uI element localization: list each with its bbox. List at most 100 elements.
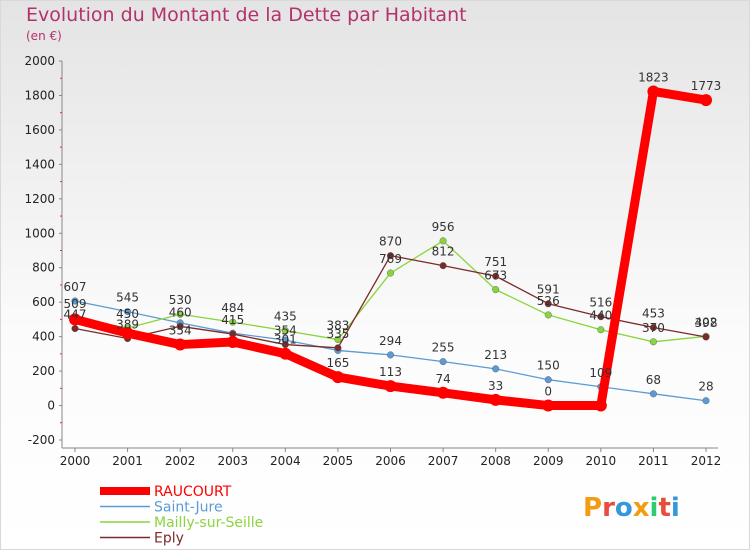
- data-point: [226, 335, 239, 348]
- data-point: [542, 399, 555, 412]
- data-label: 74: [435, 372, 450, 386]
- y-tick-label: 0: [47, 399, 55, 413]
- logo-letter: P: [583, 493, 602, 523]
- data-label: 1823: [638, 70, 669, 84]
- data-label: 354: [169, 324, 192, 338]
- data-label: 335: [326, 327, 349, 341]
- data-label: 354: [274, 324, 297, 338]
- data-point: [649, 338, 657, 346]
- data-point: [647, 85, 660, 98]
- data-label: 460: [169, 305, 192, 319]
- data-label: 0: [544, 385, 552, 399]
- data-label: 435: [274, 310, 297, 324]
- chart-axes: -200 0 200 400 600 800 1000 1200 1400 1600 1800 200…: [24, 54, 721, 468]
- data-label: 389: [116, 318, 139, 332]
- x-tick-label: 2002: [165, 454, 196, 468]
- data-point: [69, 313, 81, 326]
- data-label: 294: [379, 334, 402, 348]
- data-label: 769: [379, 252, 402, 266]
- data-point: [331, 371, 344, 384]
- data-point: [71, 325, 79, 333]
- data-label: 607: [64, 280, 87, 294]
- data-label: 109: [589, 366, 612, 380]
- data-point: [544, 300, 552, 308]
- data-label: 301: [274, 333, 297, 347]
- data-point: [597, 313, 605, 321]
- data-label: 150: [537, 359, 560, 373]
- x-tick-label: 2007: [428, 454, 459, 468]
- data-label: 33: [488, 379, 503, 393]
- y-tick-label: 1200: [24, 192, 55, 206]
- data-point: [176, 322, 184, 330]
- data-label: 402: [695, 315, 718, 329]
- x-tick-label: 2010: [586, 454, 617, 468]
- data-point: [649, 324, 657, 332]
- data-point: [279, 347, 292, 360]
- data-point: [174, 338, 187, 351]
- data-label: 530: [169, 293, 192, 307]
- logo-letter: i: [650, 493, 659, 523]
- y-tick-label: 1400: [24, 157, 55, 171]
- chart-subtitle: (en €): [26, 29, 62, 43]
- data-label: 383: [326, 319, 349, 333]
- x-tick-label: 2006: [375, 454, 406, 468]
- data-point: [121, 327, 134, 340]
- data-point: [702, 333, 710, 341]
- data-point: [597, 326, 605, 334]
- x-tick-label: 2004: [270, 454, 301, 468]
- legend-label: Eply: [154, 531, 184, 547]
- y-tick-label: 600: [32, 295, 55, 309]
- x-tick-label: 2008: [480, 454, 511, 468]
- data-point: [702, 397, 710, 405]
- data-label: 870: [379, 235, 402, 249]
- x-tick-label: 2012: [691, 454, 722, 468]
- data-point: [384, 380, 397, 393]
- logo-letter: r: [602, 493, 615, 523]
- data-label: 526: [537, 294, 560, 308]
- x-tick-label: 2001: [112, 454, 143, 468]
- data-label: 447: [64, 308, 87, 322]
- data-label: 165: [326, 356, 349, 370]
- x-tick-label: 2005: [323, 454, 354, 468]
- data-point: [387, 351, 395, 359]
- data-label: 812: [432, 245, 455, 259]
- data-label: 673: [484, 269, 507, 283]
- data-point: [334, 336, 342, 344]
- data-label: 255: [432, 341, 455, 355]
- logo-letter: i: [671, 493, 680, 523]
- data-point: [437, 386, 450, 399]
- y-tick-label: 400: [32, 330, 55, 344]
- data-label: 1773: [691, 79, 722, 93]
- x-tick-label: 2011: [638, 454, 669, 468]
- data-point: [439, 358, 447, 366]
- y-tick-label: 2000: [24, 54, 55, 68]
- data-label: 751: [484, 255, 507, 269]
- x-tick-label: 2009: [533, 454, 564, 468]
- data-point: [124, 308, 132, 316]
- data-point: [492, 272, 500, 280]
- data-point: [492, 286, 500, 294]
- data-label: 516: [589, 296, 612, 310]
- y-tick-label: 1800: [24, 88, 55, 102]
- series-layer: [69, 85, 712, 412]
- data-point: [334, 344, 342, 352]
- data-point: [594, 399, 607, 412]
- data-label: 509: [64, 297, 87, 311]
- data-label: 68: [646, 373, 661, 387]
- data-label: 415: [221, 313, 244, 327]
- y-tick-label: 800: [32, 261, 55, 275]
- proxiti-logo: Proxiti: [583, 493, 680, 523]
- data-label: 370: [642, 321, 665, 335]
- x-tick-label: 2000: [60, 454, 91, 468]
- data-point: [176, 310, 184, 318]
- data-point: [439, 237, 447, 245]
- chart-title: Evolution du Montant de la Dette par Hab…: [26, 4, 467, 26]
- data-label: 28: [698, 380, 713, 394]
- data-label: 453: [642, 307, 665, 321]
- data-point: [387, 252, 395, 260]
- legend-label: Mailly-sur-Seille: [154, 515, 263, 531]
- y-tick-label: -200: [28, 433, 55, 447]
- logo-letter: t: [658, 493, 670, 523]
- y-tick-label: 1600: [24, 123, 55, 137]
